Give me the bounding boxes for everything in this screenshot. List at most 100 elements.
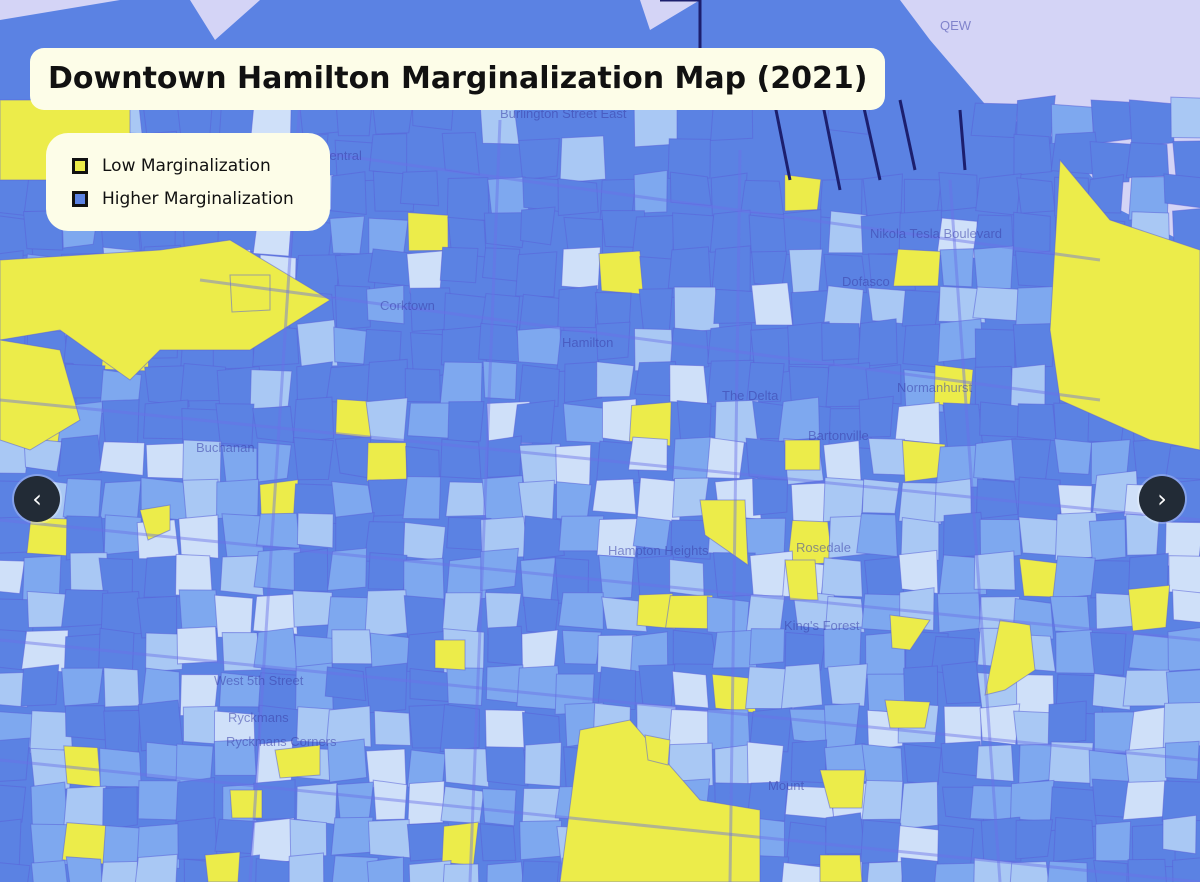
tract: [558, 592, 604, 630]
tract: [516, 326, 562, 366]
tract: [972, 286, 1019, 322]
tract: [484, 709, 528, 751]
tract: [636, 555, 674, 599]
tract: [485, 746, 529, 787]
tract: [257, 441, 292, 483]
pier-line: [898, 99, 917, 171]
tract: [1095, 820, 1132, 862]
tract: [668, 708, 714, 749]
tract: [790, 482, 829, 525]
tract: [215, 403, 255, 446]
tract: [1018, 743, 1055, 785]
tract: [145, 632, 185, 673]
tract: [979, 518, 1022, 561]
tract: [1122, 669, 1170, 707]
next-button[interactable]: ›: [1139, 476, 1185, 522]
tract: [136, 595, 178, 639]
place-label: Ryckmans Corners: [226, 734, 337, 749]
tract: [480, 547, 519, 592]
tract: [481, 788, 517, 827]
tract: [1164, 740, 1200, 781]
tract: [402, 521, 447, 562]
tract: [1012, 322, 1056, 368]
tract: [784, 631, 827, 671]
tract: [598, 250, 645, 295]
tract: [1172, 140, 1200, 183]
tract: [176, 626, 218, 665]
tract: [557, 178, 599, 217]
tract: [1170, 96, 1200, 139]
tract: [667, 246, 712, 289]
low-marginalization-zone: [139, 504, 171, 541]
tract: [706, 596, 750, 637]
tract: [524, 741, 562, 787]
tract: [898, 481, 942, 525]
tract: [1128, 99, 1175, 148]
tract: [1016, 95, 1056, 145]
place-label: The Delta: [722, 388, 779, 403]
tract: [894, 401, 941, 445]
tract: [562, 403, 605, 444]
tract: [216, 478, 260, 520]
place-label: Mount: [768, 778, 805, 793]
tract: [100, 860, 138, 882]
place-label: Nikola Tesla Boulevard: [870, 226, 1002, 241]
tract: [561, 246, 601, 290]
tract: [632, 516, 671, 551]
tract: [62, 477, 102, 521]
place-label: Hampton Heights: [608, 543, 709, 558]
tract: [1127, 858, 1167, 882]
place-label: West 5th Street: [214, 673, 304, 688]
tract: [182, 705, 220, 745]
tract: [296, 512, 334, 549]
tract: [407, 402, 452, 439]
tract: [1172, 857, 1200, 882]
tract: [1015, 285, 1056, 328]
tract: [296, 782, 338, 825]
tract: [591, 478, 637, 516]
tract: [746, 361, 785, 404]
tract: [1009, 860, 1050, 882]
tract: [942, 511, 987, 558]
tract: [445, 481, 489, 517]
tract: [973, 550, 1016, 591]
tract: [515, 251, 558, 298]
tract: [1016, 403, 1057, 442]
tract: [596, 361, 635, 398]
tract: [900, 857, 939, 882]
tract: [937, 824, 975, 869]
tract: [442, 863, 480, 882]
tract: [334, 284, 371, 331]
previous-button[interactable]: ‹: [14, 476, 60, 522]
tract: [486, 861, 524, 882]
tract: [867, 437, 909, 476]
tract: [784, 174, 822, 212]
tract: [478, 322, 521, 363]
tract: [1016, 673, 1055, 716]
tract: [439, 703, 480, 753]
tract: [676, 400, 712, 443]
low-marginalization-zone: [819, 769, 866, 809]
tract: [673, 286, 721, 335]
legend-label-low: Low Marginalization: [102, 155, 271, 176]
tract: [404, 368, 441, 403]
tract: [899, 781, 939, 830]
legend-label-high: Higher Marginalization: [102, 188, 294, 209]
tract: [1172, 589, 1200, 623]
place-label: Corktown: [380, 298, 435, 313]
tract: [979, 401, 1025, 438]
road-line: [199, 278, 1101, 402]
tract: [559, 135, 607, 184]
tract: [858, 395, 894, 438]
tract: [144, 365, 190, 407]
tract: [740, 179, 785, 216]
tract: [1093, 711, 1135, 754]
tract: [334, 436, 372, 479]
tract: [713, 288, 759, 324]
tract: [249, 369, 293, 411]
tract: [0, 737, 31, 782]
tract: [973, 438, 1017, 482]
tract: [1047, 860, 1088, 882]
tract: [331, 629, 373, 665]
